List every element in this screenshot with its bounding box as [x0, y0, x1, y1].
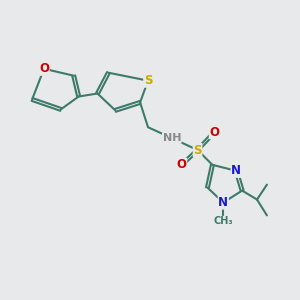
Text: N: N	[218, 196, 228, 209]
Text: N: N	[231, 164, 241, 177]
Text: O: O	[177, 158, 187, 171]
Text: O: O	[209, 126, 219, 139]
Text: S: S	[193, 143, 202, 157]
Text: NH: NH	[163, 133, 181, 143]
Text: S: S	[144, 74, 152, 87]
Text: O: O	[39, 62, 49, 75]
Text: CH₃: CH₃	[214, 216, 233, 226]
